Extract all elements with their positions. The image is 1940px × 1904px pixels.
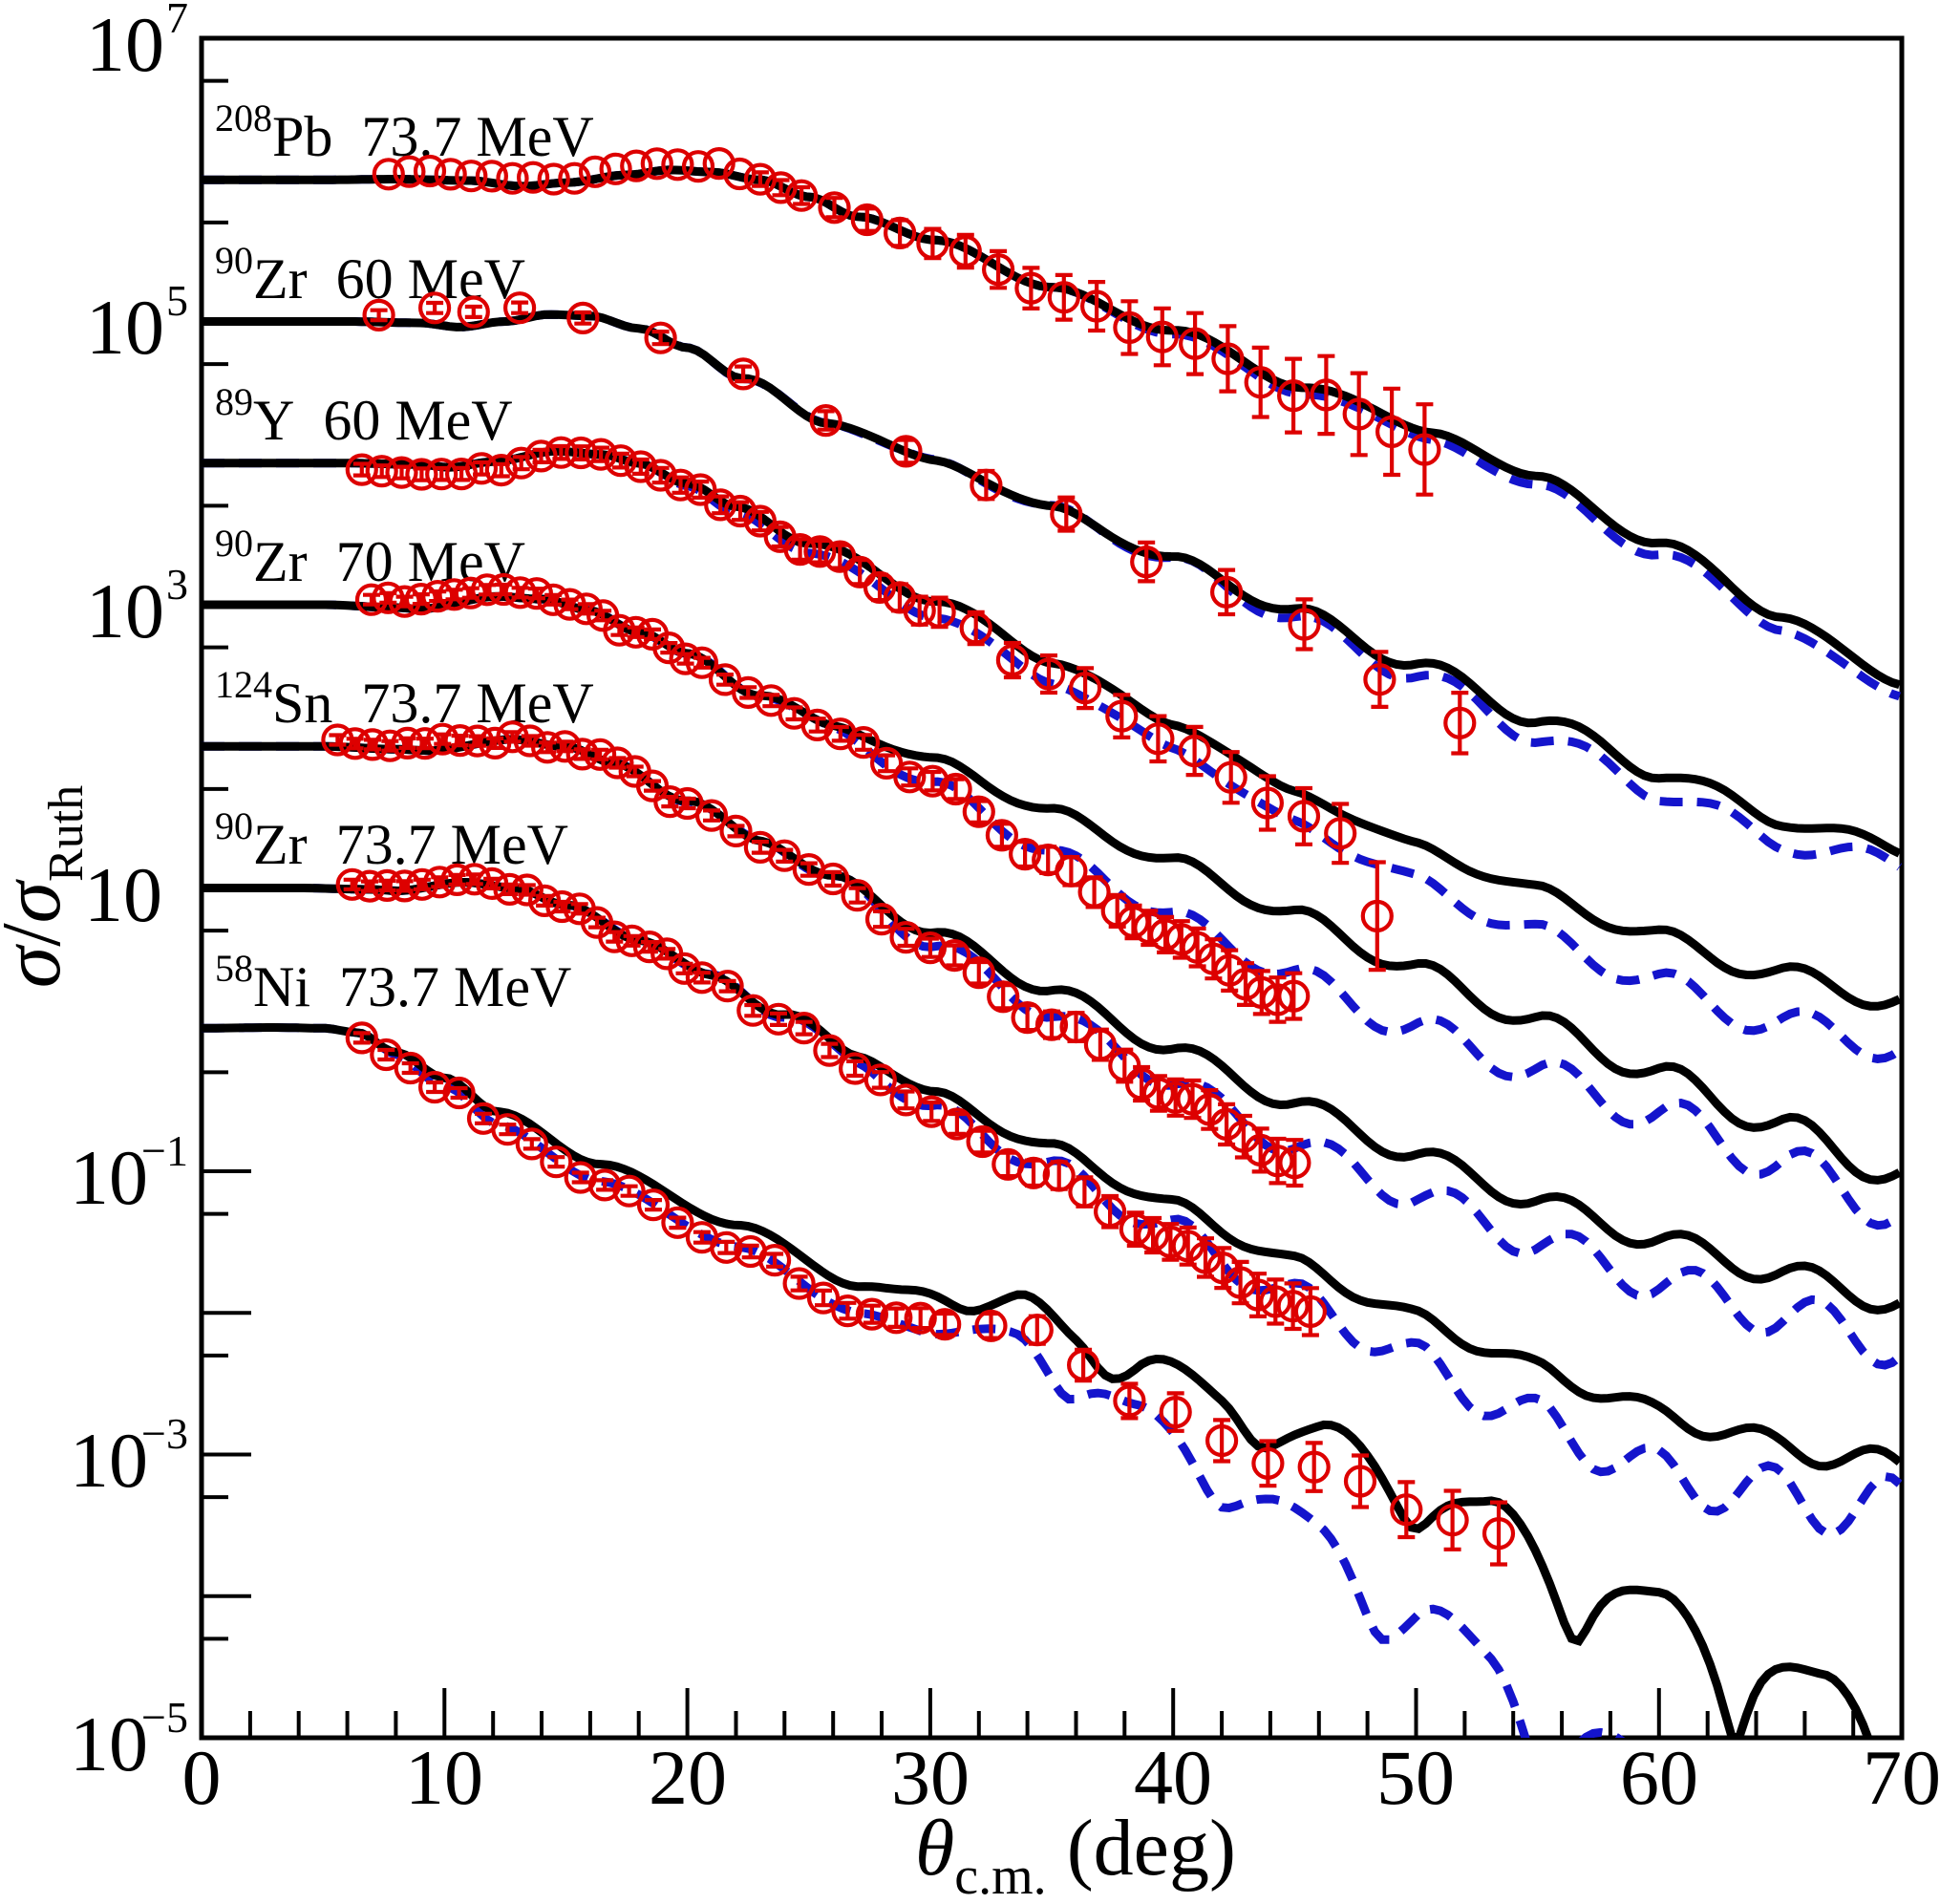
svg-text:Y 60 MeV: Y 60 MeV [253,389,513,452]
svg-text:−3: −3 [141,1409,188,1458]
svg-text:3: 3 [166,560,188,609]
svg-text:10: 10 [70,1417,148,1504]
svg-text:Zr 73.7 MeV: Zr 73.7 MeV [253,813,568,876]
svg-text:10: 10 [70,1701,148,1787]
svg-text:90: 90 [215,522,253,565]
svg-text:40: 40 [1134,1734,1212,1821]
svg-text:Ni 73.7 MeV: Ni 73.7 MeV [253,955,571,1018]
svg-text:5: 5 [166,276,188,325]
svg-text:10: 10 [86,1,164,88]
svg-text:30: 30 [891,1734,970,1821]
svg-text:10: 10 [84,851,162,938]
svg-text:60: 60 [1620,1734,1698,1821]
svg-text:58: 58 [215,947,253,990]
svg-text:−5: −5 [141,1693,188,1742]
svg-text:90: 90 [215,804,253,847]
svg-text:7: 7 [166,0,188,42]
svg-text:θc.m. (deg): θc.m. (deg) [915,1804,1236,1899]
svg-text:Sn 73.7 MeV: Sn 73.7 MeV [272,672,594,735]
svg-text:20: 20 [649,1734,727,1821]
svg-text:10: 10 [86,284,164,371]
svg-text:0: 0 [182,1734,222,1821]
svg-text:10: 10 [405,1734,483,1821]
svg-text:208: 208 [215,96,272,139]
svg-text:σ/σRuth: σ/σRuth [0,785,94,988]
svg-text:89: 89 [215,380,253,423]
svg-text:124: 124 [215,663,272,706]
svg-text:10: 10 [86,567,164,654]
svg-text:50: 50 [1376,1734,1455,1821]
svg-text:70: 70 [1863,1734,1940,1821]
svg-text:10: 10 [70,1134,148,1221]
svg-text:90: 90 [215,239,253,282]
svg-text:−1: −1 [141,1126,188,1175]
